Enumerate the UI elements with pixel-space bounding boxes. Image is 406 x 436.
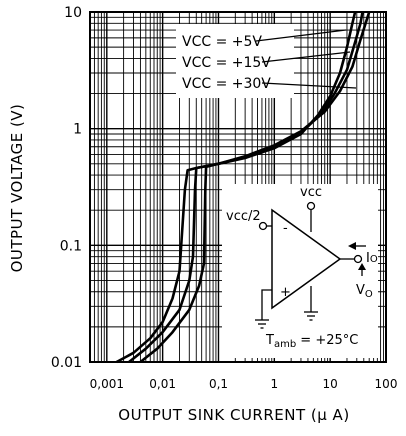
series-lines <box>115 11 371 364</box>
noninverting-input-wire <box>261 289 272 320</box>
legend-leader <box>261 51 351 63</box>
legend-label: VCC = +15V <box>182 55 271 71</box>
vcc-terminal <box>306 201 316 211</box>
inverting-input-terminal <box>258 221 268 231</box>
x-tick-label: 0,001 <box>90 377 124 391</box>
y-tick-label: 0.1 <box>60 238 82 254</box>
legend-label: VCC = +5V <box>182 34 262 50</box>
io-arrow-head <box>348 242 356 250</box>
legend-leader <box>255 29 347 42</box>
plus-sign: + <box>280 285 291 300</box>
x-tick-label: 0,01 <box>149 377 176 391</box>
x-tick-label: 1 <box>271 377 279 391</box>
y-tick-label: 10 <box>64 5 82 21</box>
y-axis-title: OUTPUT VOLTAGE (V) <box>8 104 26 273</box>
opamp-symbol <box>271 208 342 310</box>
vcc-half-label: vcc/2 <box>226 209 261 224</box>
io-label: IO <box>366 251 378 266</box>
legend-leader <box>261 82 357 89</box>
legend-label: VCC = +30V <box>182 76 271 92</box>
vo-label: VO <box>356 283 373 300</box>
x-axis-title: OUTPUT SINK CURRENT (μ A) <box>118 406 349 424</box>
output-terminal <box>353 254 363 264</box>
series-line <box>139 11 371 364</box>
inset-schematic: - + vcc vcc/2 IO VO Tamb = +25°C <box>222 184 378 358</box>
y-tick-label: 1 <box>73 122 82 138</box>
vo-arrow-head <box>358 263 366 270</box>
x-tick-label: 10 <box>323 377 338 391</box>
y-tick-label: 0.01 <box>51 355 82 371</box>
plot-frame <box>89 11 387 363</box>
tick-labels: 0,001 0,01 0,1 1 10 100 0.01 0.1 1 10 <box>51 5 398 391</box>
minus-sign: - <box>283 221 288 236</box>
tamb-label: Tamb = +25°C <box>265 333 358 350</box>
x-tick-label: 0,1 <box>209 377 228 391</box>
x-tick-label: 100 <box>375 377 398 391</box>
vcc-label: vcc <box>300 185 322 200</box>
